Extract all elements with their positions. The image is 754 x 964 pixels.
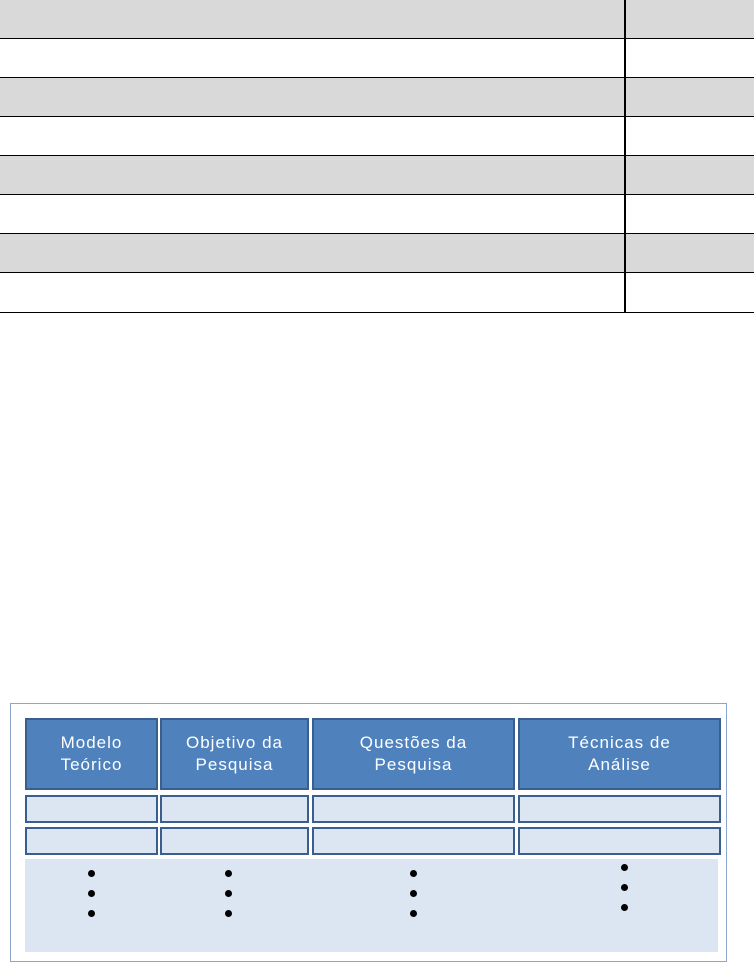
header-objetivo-pesquisa: Objetivo da Pesquisa	[160, 718, 309, 790]
diagram-cell	[518, 795, 721, 823]
header-tecnicas-analise: Técnicas de Análise	[518, 718, 721, 790]
ellipsis-dot	[410, 890, 417, 897]
table-row	[0, 234, 754, 273]
diagram-cell	[312, 795, 515, 823]
ellipsis-dot	[621, 884, 628, 891]
ellipsis-dot	[225, 890, 232, 897]
diagram-cell	[160, 795, 309, 823]
table-row	[0, 39, 754, 78]
table-row	[0, 156, 754, 195]
ellipsis-dot	[88, 890, 95, 897]
continuation-area	[25, 859, 718, 952]
ellipsis-dot	[621, 864, 628, 871]
table-row	[0, 117, 754, 156]
diagram-cell	[25, 827, 158, 855]
diagram-cell	[518, 827, 721, 855]
header-questoes-pesquisa: Questões da Pesquisa	[312, 718, 515, 790]
diagram-cell	[160, 827, 309, 855]
diagram-cell	[312, 827, 515, 855]
diagram-cell	[25, 795, 158, 823]
ellipsis-dot	[88, 910, 95, 917]
ellipsis-dot	[225, 910, 232, 917]
header-modelo-teorico: Modelo Teórico	[25, 718, 158, 790]
table-row	[0, 195, 754, 234]
ellipsis-dot	[410, 910, 417, 917]
table-row	[0, 78, 754, 117]
table-row	[0, 0, 754, 39]
table-row	[0, 273, 754, 313]
ellipsis-dot	[621, 904, 628, 911]
column-divider	[624, 0, 626, 312]
ellipsis-dot	[88, 870, 95, 877]
ellipsis-dot	[225, 870, 232, 877]
ellipsis-dot	[410, 870, 417, 877]
